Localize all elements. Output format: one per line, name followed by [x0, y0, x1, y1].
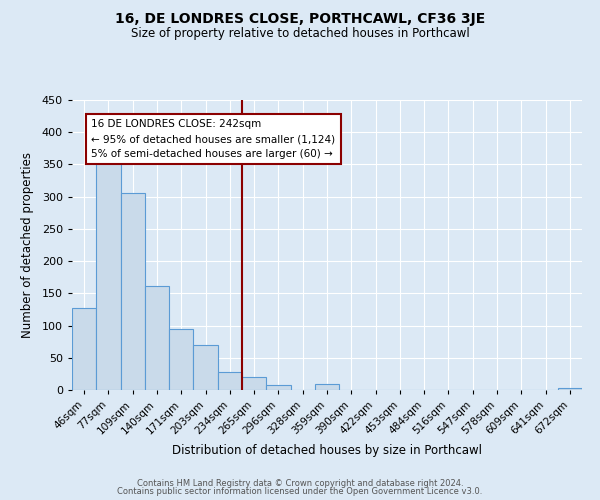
Bar [315, 384, 339, 390]
Y-axis label: Number of detached properties: Number of detached properties [20, 152, 34, 338]
Text: 16 DE LONDRES CLOSE: 242sqm
← 95% of detached houses are smaller (1,124)
5% of s: 16 DE LONDRES CLOSE: 242sqm ← 95% of det… [91, 120, 335, 159]
Bar [193, 345, 218, 390]
Text: Contains HM Land Registry data © Crown copyright and database right 2024.: Contains HM Land Registry data © Crown c… [137, 478, 463, 488]
Bar [72, 308, 96, 390]
Bar [96, 155, 121, 390]
Text: Size of property relative to detached houses in Porthcawl: Size of property relative to detached ho… [131, 28, 469, 40]
Bar [169, 329, 193, 390]
Bar [242, 377, 266, 390]
Bar [558, 388, 582, 390]
Bar [121, 194, 145, 390]
Text: Contains public sector information licensed under the Open Government Licence v3: Contains public sector information licen… [118, 487, 482, 496]
Bar [266, 385, 290, 390]
Bar [145, 286, 169, 390]
Text: 16, DE LONDRES CLOSE, PORTHCAWL, CF36 3JE: 16, DE LONDRES CLOSE, PORTHCAWL, CF36 3J… [115, 12, 485, 26]
X-axis label: Distribution of detached houses by size in Porthcawl: Distribution of detached houses by size … [172, 444, 482, 457]
Bar [218, 372, 242, 390]
